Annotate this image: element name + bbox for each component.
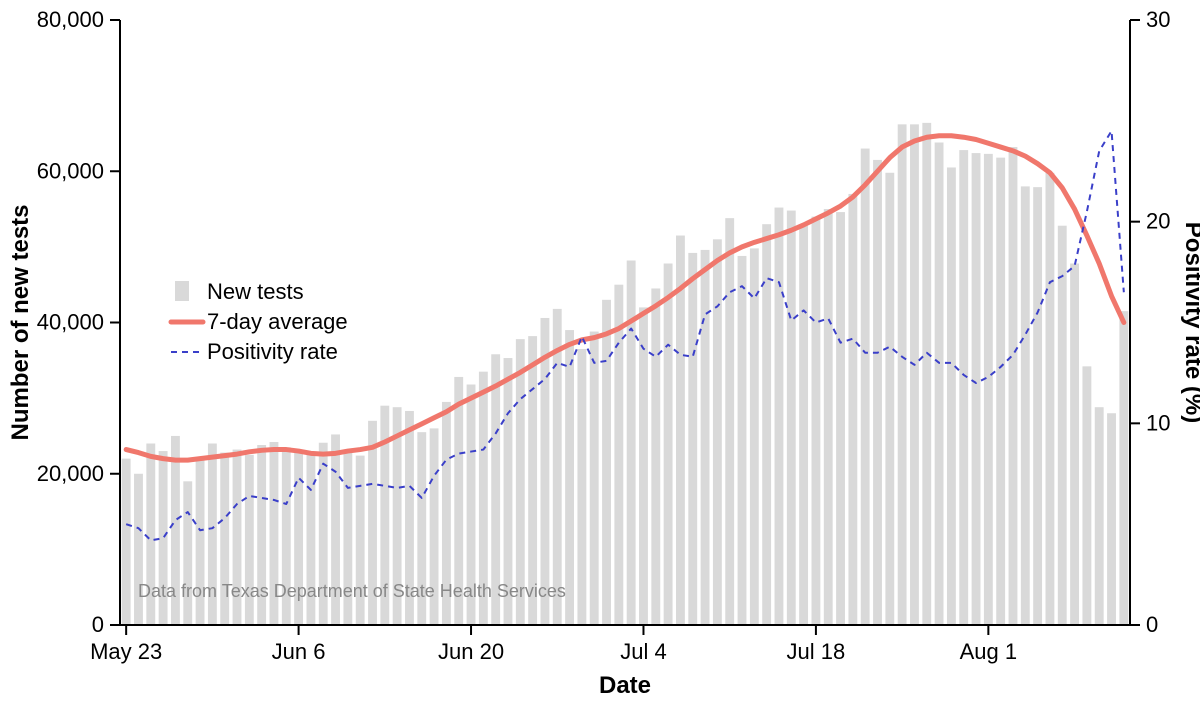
bar	[577, 349, 586, 625]
bar	[959, 150, 968, 625]
bar	[639, 307, 648, 625]
bar	[1107, 413, 1116, 625]
y-left-tick-label: 80,000	[37, 7, 104, 32]
y-left-tick-label: 40,000	[37, 310, 104, 335]
bar	[725, 218, 734, 625]
bar	[1058, 226, 1067, 625]
bar	[565, 330, 574, 625]
bar	[738, 256, 747, 625]
bar	[1046, 173, 1055, 625]
bar	[183, 481, 192, 625]
bar	[799, 226, 808, 625]
bar	[898, 124, 907, 625]
bar	[1033, 187, 1042, 625]
bar	[701, 250, 710, 625]
bar	[787, 211, 796, 625]
y-left-axis-title: Number of new tests	[7, 204, 34, 440]
bar	[651, 288, 660, 625]
bar	[627, 260, 636, 625]
bar	[688, 253, 697, 625]
bar	[590, 332, 599, 625]
y-right-tick-label: 10	[1146, 410, 1170, 435]
x-tick-label: Jul 4	[620, 639, 666, 664]
bar	[122, 459, 131, 625]
y-left-tick-label: 0	[92, 612, 104, 637]
legend-label-bars: New tests	[207, 279, 304, 304]
bar	[1070, 264, 1079, 625]
legend-label-positivity: Positivity rate	[207, 339, 338, 364]
bar	[836, 212, 845, 625]
bar	[1021, 186, 1030, 625]
bar	[602, 300, 611, 625]
bar	[713, 239, 722, 625]
y-right-axis-title: Positivity rate (%)	[1180, 222, 1200, 423]
bar	[947, 167, 956, 625]
y-left-tick-label: 60,000	[37, 158, 104, 183]
bar	[1082, 366, 1091, 625]
legend-swatch-bars	[175, 281, 189, 301]
bar	[1119, 311, 1128, 625]
bar	[676, 236, 685, 625]
bar	[972, 153, 981, 625]
bar	[134, 474, 143, 625]
y-right-tick-label: 30	[1146, 7, 1170, 32]
y-left-tick-label: 20,000	[37, 461, 104, 486]
bar	[775, 208, 784, 625]
bar	[811, 217, 820, 625]
bar	[861, 149, 870, 625]
bar	[910, 124, 919, 625]
bar	[824, 209, 833, 625]
bar	[935, 143, 944, 625]
x-tick-label: Jun 6	[272, 639, 326, 664]
x-tick-label: Aug 1	[960, 639, 1018, 664]
bar	[553, 309, 562, 625]
x-axis-title: Date	[599, 672, 651, 699]
x-tick-label: May 23	[90, 639, 162, 664]
bar	[1009, 147, 1018, 625]
bar	[885, 173, 894, 625]
bar	[848, 194, 857, 625]
y-right-tick-label: 20	[1146, 209, 1170, 234]
tests-positivity-chart: 0 20,000 40,000 60,000 80,000 0 10 20 30 May 23 Ju…	[0, 0, 1200, 715]
bar	[922, 123, 931, 625]
bar	[541, 318, 550, 625]
bar	[1095, 407, 1104, 625]
source-note: Data from Texas Department of State Heal…	[138, 581, 566, 601]
x-tick-label: Jun 20	[438, 639, 504, 664]
legend-label-avg: 7-day average	[207, 309, 348, 334]
bar	[664, 264, 673, 625]
bar	[996, 158, 1005, 625]
bar	[614, 285, 623, 625]
bar	[984, 154, 993, 625]
bar	[750, 248, 759, 625]
chart-background	[0, 0, 1200, 715]
x-tick-label: Jul 18	[787, 639, 846, 664]
y-right-tick-label: 0	[1146, 612, 1158, 637]
bar	[873, 160, 882, 625]
